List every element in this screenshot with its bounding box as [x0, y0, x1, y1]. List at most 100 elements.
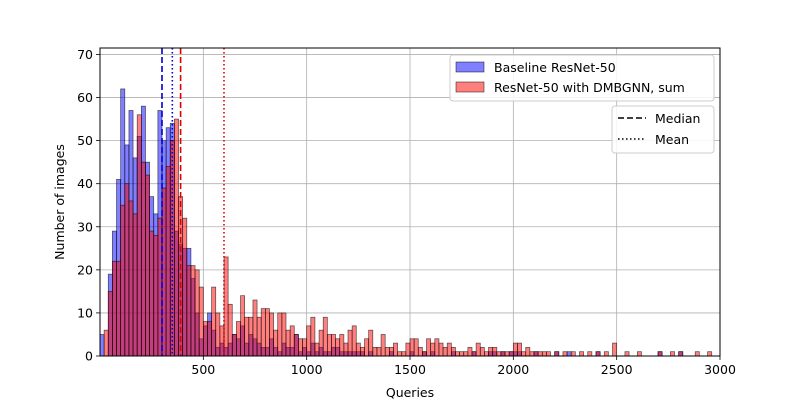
bar-dmbgnn — [484, 351, 489, 357]
bar-dmbgnn — [488, 347, 494, 357]
x-tick-label: 500 — [191, 362, 215, 377]
bar-dmbgnn — [314, 342, 320, 357]
bar-dmbgnn — [579, 351, 584, 357]
x-tick-label: 3000 — [704, 362, 736, 377]
bar-dmbgnn — [236, 321, 241, 357]
bar-dmbgnn — [612, 342, 618, 357]
bar-dmbgnn — [326, 334, 332, 357]
bar-dmbgnn — [587, 351, 593, 357]
bar-dmbgnn — [372, 347, 378, 357]
bar-dmbgnn — [211, 286, 217, 357]
bar-dmbgnn — [504, 351, 510, 357]
bar-dmbgnn — [355, 342, 361, 357]
bar-dmbgnn — [248, 316, 254, 357]
bar-baseline — [99, 334, 105, 357]
bar-dmbgnn — [562, 351, 568, 357]
y-axis-ticks: 0 10 20 30 40 50 60 70 — [77, 47, 100, 364]
legend-label-mean: Mean — [655, 132, 689, 147]
x-axis-label: Queries — [386, 385, 434, 400]
bar-dmbgnn — [128, 200, 134, 357]
bar-dmbgnn — [405, 342, 411, 357]
series-legend-frame — [449, 54, 715, 102]
bar-dmbgnn — [537, 351, 543, 357]
y-tick-label: 30 — [77, 219, 93, 234]
bar-dmbgnn — [343, 342, 349, 357]
bar-dmbgnn — [302, 338, 308, 357]
bar-dmbgnn — [149, 230, 155, 357]
bar-dmbgnn — [260, 308, 266, 357]
bar-dmbgnn — [624, 351, 630, 357]
bar-dmbgnn — [120, 204, 126, 357]
bar-dmbgnn — [335, 338, 341, 357]
x-tick-label: 2500 — [601, 362, 633, 377]
bar-dmbgnn — [273, 329, 279, 357]
x-tick-label: 2000 — [497, 362, 529, 377]
bar-dmbgnn — [694, 351, 700, 357]
y-tick-label: 50 — [77, 133, 93, 148]
bar-dmbgnn — [194, 269, 200, 357]
bar-dmbgnn — [310, 316, 316, 357]
bar-dmbgnn — [479, 347, 485, 357]
bar-dmbgnn — [397, 351, 403, 357]
x-axis-ticks: 500 1000 1500 2000 2500 3000 — [191, 356, 736, 377]
bar-dmbgnn — [450, 347, 456, 357]
bar-dmbgnn — [165, 166, 171, 357]
bar-dmbgnn — [422, 351, 427, 357]
bar-dmbgnn — [546, 351, 551, 357]
bar-dmbgnn — [132, 213, 138, 357]
bar-dmbgnn — [508, 351, 514, 357]
bar-dmbgnn — [496, 351, 502, 357]
bar-dmbgnn — [467, 347, 473, 357]
bar-dmbgnn — [393, 342, 398, 357]
bar-dmbgnn — [657, 351, 663, 357]
bar-dmbgnn — [529, 351, 535, 357]
bar-dmbgnn — [285, 329, 291, 357]
bar-dmbgnn — [459, 351, 465, 357]
bar-dmbgnn — [364, 338, 370, 357]
bar-dmbgnn — [112, 260, 117, 357]
legend-label-median: Median — [655, 111, 700, 126]
bar-dmbgnn — [380, 334, 386, 357]
bar-dmbgnn — [430, 342, 436, 357]
y-tick-label: 20 — [77, 262, 93, 277]
bar-dmbgnn — [293, 334, 299, 357]
y-tick-label: 10 — [77, 305, 93, 320]
bar-dmbgnn — [240, 295, 246, 357]
bar-dmbgnn — [174, 118, 179, 357]
bar-dmbgnn — [670, 351, 675, 357]
bar-dmbgnn — [678, 351, 684, 357]
bar-dmbgnn — [269, 312, 274, 357]
style-legend: Median Mean — [611, 105, 715, 154]
bar-dmbgnn — [417, 347, 423, 357]
bar-dmbgnn — [281, 312, 287, 357]
bar-dmbgnn — [190, 265, 196, 357]
legend-label-dmbgnn: ResNet-50 with DMBGNN, sum — [494, 80, 685, 95]
bar-dmbgnn — [409, 338, 415, 357]
bar-dmbgnn — [554, 351, 560, 357]
bar-dmbgnn — [140, 161, 146, 357]
bar-dmbgnn — [384, 347, 390, 357]
bar-dmbgnn — [153, 235, 159, 357]
legend-swatch-baseline — [455, 61, 485, 73]
bar-dmbgnn — [198, 286, 204, 357]
bar-dmbgnn — [413, 338, 419, 357]
bar-dmbgnn — [471, 351, 477, 357]
bar-dmbgnn — [103, 329, 109, 357]
bar-dmbgnn — [124, 183, 130, 357]
bar-dmbgnn — [215, 312, 221, 357]
bar-dmbgnn — [227, 303, 233, 357]
bar-dmbgnn — [521, 351, 527, 357]
bar-dmbgnn — [231, 334, 237, 357]
y-tick-label: 60 — [77, 90, 93, 105]
legend-label-baseline: Baseline ResNet-50 — [494, 60, 616, 75]
bar-dmbgnn — [318, 329, 324, 357]
bar-dmbgnn — [145, 174, 150, 357]
bar-dmbgnn — [277, 312, 283, 357]
bar-dmbgnn — [442, 347, 448, 357]
bar-dmbgnn — [475, 342, 481, 357]
bar-dmbgnn — [306, 325, 312, 357]
bar-dmbgnn — [252, 299, 258, 357]
bar-dmbgnn — [202, 321, 208, 357]
series-legend: Baseline ResNet-50 ResNet-50 with DMBGNN… — [449, 54, 715, 102]
